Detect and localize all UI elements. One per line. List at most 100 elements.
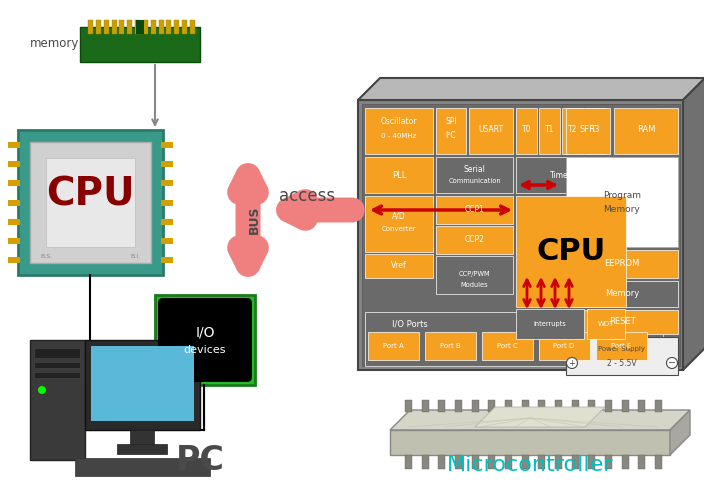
Text: Port D: Port D — [553, 343, 574, 349]
Bar — [622, 400, 629, 412]
Bar — [8, 238, 20, 244]
Circle shape — [38, 386, 46, 394]
Bar — [117, 444, 167, 454]
Bar — [34, 348, 80, 358]
Bar — [572, 400, 579, 412]
Bar — [135, 20, 140, 34]
Text: USART: USART — [479, 126, 503, 135]
Bar — [516, 157, 610, 193]
Bar — [161, 199, 173, 205]
Bar — [572, 455, 579, 469]
Text: Power Supply: Power Supply — [598, 346, 646, 352]
Bar — [489, 455, 496, 469]
Text: Port C: Port C — [496, 343, 517, 349]
Text: Memory: Memory — [603, 204, 641, 213]
Text: Communication: Communication — [448, 178, 501, 184]
Text: Oscillator: Oscillator — [381, 117, 417, 127]
Bar — [161, 142, 173, 148]
Text: CCP1: CCP1 — [465, 205, 484, 214]
Bar — [562, 108, 583, 154]
Bar — [75, 458, 210, 476]
Text: access: access — [279, 187, 335, 205]
Polygon shape — [390, 430, 670, 455]
Bar — [596, 332, 647, 360]
Bar — [365, 196, 433, 252]
Bar — [539, 400, 546, 412]
Bar — [80, 27, 200, 62]
Text: +: + — [569, 358, 575, 367]
Bar — [136, 20, 144, 34]
Bar — [589, 400, 596, 412]
Text: CPU: CPU — [46, 175, 134, 213]
Bar — [469, 108, 513, 154]
Bar — [111, 20, 117, 34]
Text: T2: T2 — [568, 126, 577, 135]
Bar — [120, 20, 125, 34]
Bar — [358, 100, 683, 370]
Bar — [522, 400, 529, 412]
Text: devices: devices — [184, 345, 226, 355]
Bar — [482, 332, 533, 360]
Bar — [539, 332, 590, 360]
Text: T3: T3 — [591, 126, 601, 135]
Text: CCP/PWM: CCP/PWM — [459, 271, 490, 277]
Text: PLL: PLL — [392, 170, 406, 180]
Bar — [155, 295, 255, 385]
Text: SFR: SFR — [580, 126, 596, 135]
Bar — [539, 108, 560, 154]
Text: SPI: SPI — [445, 116, 457, 126]
Bar — [161, 161, 173, 167]
Bar — [566, 108, 610, 154]
Text: B.S.: B.S. — [40, 254, 52, 259]
Text: Port A: Port A — [383, 343, 403, 349]
Text: T0: T0 — [522, 126, 532, 135]
Bar — [18, 130, 163, 275]
Bar — [34, 372, 80, 378]
Text: Vref: Vref — [391, 261, 407, 270]
Bar — [8, 257, 20, 263]
Bar — [505, 455, 512, 469]
Text: Interrupts: Interrupts — [534, 321, 567, 327]
Bar — [34, 362, 80, 368]
Text: T1: T1 — [545, 126, 554, 135]
Bar — [405, 400, 412, 412]
Polygon shape — [475, 407, 605, 427]
Text: 2 - 5.5V: 2 - 5.5V — [607, 358, 637, 367]
Bar — [91, 346, 194, 421]
Bar — [422, 400, 429, 412]
Polygon shape — [683, 78, 704, 370]
Text: WDT: WDT — [598, 321, 614, 327]
Bar — [425, 332, 476, 360]
Bar — [422, 455, 429, 469]
Bar — [585, 108, 606, 154]
Bar — [566, 157, 678, 247]
Bar — [151, 20, 156, 34]
Bar — [472, 455, 479, 469]
Bar — [516, 196, 626, 307]
Text: 0 - 40MHz: 0 - 40MHz — [382, 133, 417, 139]
Bar — [589, 455, 596, 469]
Bar — [605, 455, 612, 469]
Bar — [8, 180, 20, 186]
Bar — [436, 226, 513, 254]
Text: memory: memory — [30, 38, 80, 50]
Bar — [439, 455, 446, 469]
Bar — [46, 158, 135, 247]
Bar — [130, 430, 154, 444]
FancyBboxPatch shape — [158, 298, 252, 382]
Bar — [96, 20, 101, 34]
Text: PC: PC — [175, 444, 225, 477]
Bar — [161, 238, 173, 244]
Bar — [436, 108, 466, 154]
Bar — [30, 142, 151, 263]
Circle shape — [667, 357, 677, 368]
Bar — [655, 400, 662, 412]
Bar — [8, 199, 20, 205]
Bar — [161, 257, 173, 263]
Text: Port B: Port B — [439, 343, 460, 349]
Bar — [455, 400, 462, 412]
Bar — [161, 219, 173, 225]
Text: I²C: I²C — [446, 131, 456, 140]
Bar — [85, 340, 200, 430]
Text: I/O: I/O — [195, 325, 215, 339]
